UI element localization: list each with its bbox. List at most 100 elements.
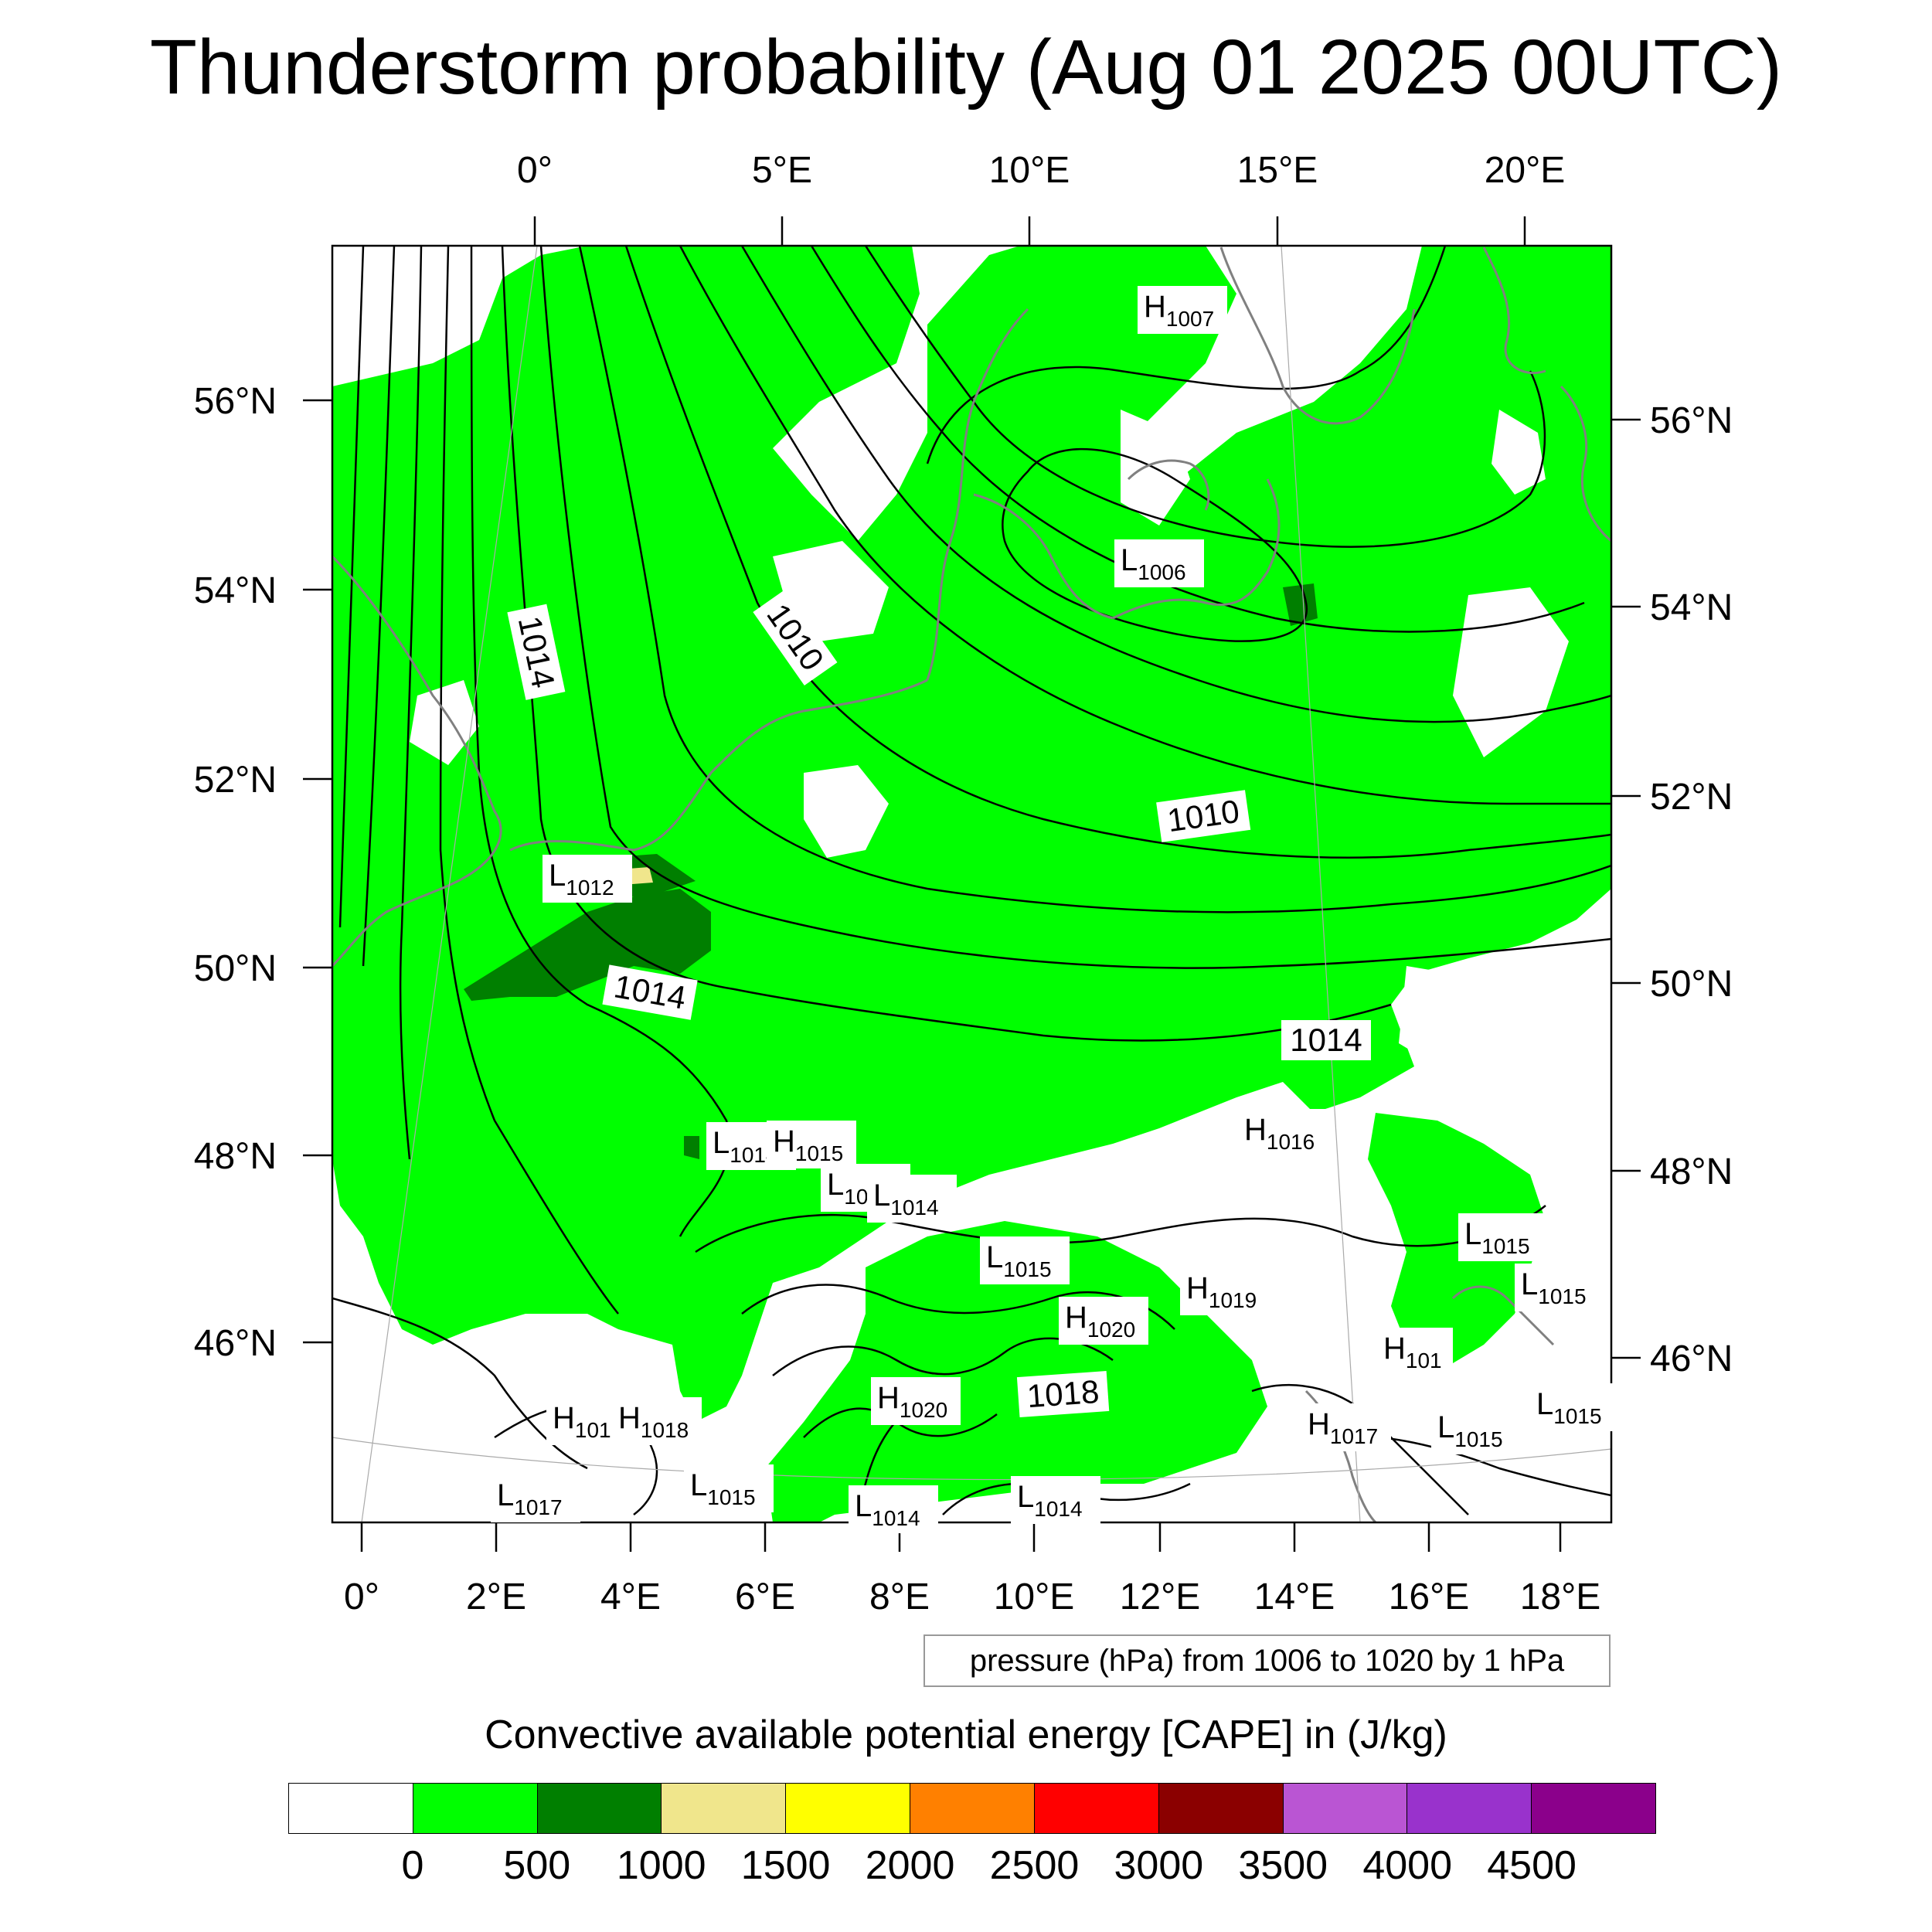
- isobar-label: 1014: [1290, 1022, 1362, 1058]
- svg-text:H101: H101: [553, 1401, 611, 1442]
- svg-text:H1018: H1018: [618, 1401, 689, 1442]
- left-ticks: [303, 399, 332, 1344]
- bottom-lon-label: 10°E: [994, 1577, 1075, 1617]
- pressure-center-value: 1020: [900, 1398, 947, 1422]
- right-lat-label: 54°N: [1650, 587, 1733, 628]
- right-lat-label: 48°N: [1650, 1151, 1733, 1192]
- cape-field-main: [332, 246, 1611, 1422]
- colorbar-swatch: [289, 1784, 413, 1833]
- pressure-center-type: L: [1121, 543, 1138, 577]
- colorbar-labels: 0 500 1000 1500 2000 2500 3000 3500 4000 4500: [0, 1842, 1932, 1896]
- bottom-lon-label: 8°E: [869, 1577, 930, 1617]
- pressure-center-type: H: [1186, 1271, 1209, 1305]
- colorbar-swatch: [910, 1784, 1035, 1833]
- svg-text:L1015: L1015: [986, 1240, 1052, 1281]
- high-pressure-center: H1007: [1138, 286, 1227, 334]
- low-pressure-center: L1014: [867, 1175, 957, 1223]
- pressure-center-type: L: [1521, 1267, 1538, 1301]
- svg-text:L1015: L1015: [1536, 1387, 1602, 1428]
- pressure-center-value: 1019: [1209, 1288, 1257, 1312]
- top-ticks: [533, 216, 1526, 246]
- left-lat-label: 48°N: [194, 1136, 277, 1177]
- pressure-center-value: 1014: [1034, 1497, 1082, 1521]
- bottom-ticks: [360, 1522, 1562, 1552]
- colorbar-tick-label: 1000: [616, 1843, 706, 1888]
- left-lat-label: 54°N: [194, 570, 277, 611]
- pressure-center-value: 1012: [566, 876, 614, 900]
- low-pressure-center: L1015: [1431, 1406, 1521, 1454]
- right-ticks: [1611, 418, 1641, 1359]
- bottom-lon-label: 18°E: [1520, 1577, 1601, 1617]
- bottom-lon-label: 14°E: [1254, 1577, 1335, 1617]
- colorbar-swatch: [1034, 1784, 1159, 1833]
- pressure-center-value: 1014: [890, 1196, 938, 1219]
- right-lat-label: 56°N: [1650, 400, 1733, 441]
- top-lon-label: 0°: [517, 150, 553, 191]
- svg-text:L1017: L1017: [497, 1478, 563, 1519]
- left-lat-label: 50°N: [194, 948, 277, 989]
- pressure-center-value: 1015: [707, 1485, 755, 1509]
- svg-text:H1020: H1020: [877, 1381, 947, 1422]
- top-lon-label: 10°E: [989, 150, 1070, 191]
- pressure-center-type: L: [855, 1489, 872, 1523]
- pressure-center-value: 1006: [1138, 560, 1185, 584]
- colorbar-swatch: [413, 1784, 538, 1833]
- low-pressure-center: L1017: [491, 1475, 580, 1522]
- pressure-center-type: L: [873, 1179, 890, 1213]
- right-lat-label: 46°N: [1650, 1338, 1733, 1379]
- graticule: [332, 246, 1611, 1522]
- pressure-center-type: L: [986, 1240, 1003, 1274]
- high-pressure-center: H1016: [1238, 1109, 1328, 1157]
- svg-text:L1015: L1015: [1437, 1410, 1503, 1451]
- high-pressure-center: H101: [1377, 1328, 1453, 1376]
- pressure-center-value: 1015: [1538, 1284, 1586, 1308]
- high-pressure-center: H1017: [1301, 1403, 1391, 1451]
- colorbar-tick-label: 0: [401, 1843, 424, 1888]
- high-pressure-center: H101: [546, 1397, 622, 1445]
- bottom-lon-label: 0°: [344, 1577, 379, 1617]
- page-title: Thunderstorm probability (Aug 01 2025 00…: [149, 24, 1783, 111]
- cape-field-east: [1368, 1113, 1546, 1368]
- low-pressure-center: L1014: [849, 1485, 938, 1533]
- colorbar-tick-label: 500: [503, 1843, 571, 1888]
- pressure-center-value: 1016: [1267, 1130, 1315, 1154]
- bottom-lon-label: 16°E: [1389, 1577, 1470, 1617]
- pressure-center-type: H: [1065, 1301, 1087, 1335]
- pressure-center-type: H: [1244, 1113, 1267, 1147]
- colorbar-tick-label: 4000: [1362, 1843, 1453, 1888]
- pressure-center-type: L: [1536, 1387, 1553, 1421]
- pressure-center-value: 101: [1406, 1349, 1442, 1372]
- isobar-label: 1018: [1026, 1373, 1100, 1414]
- high-pressure-center: H1020: [1059, 1297, 1148, 1345]
- low-pressure-center: L1015: [1458, 1213, 1548, 1261]
- pressure-center-type: H: [1308, 1407, 1330, 1441]
- pressure-center-value: 1014: [872, 1506, 920, 1530]
- pressure-center-value: 1015: [1553, 1404, 1601, 1428]
- svg-text:H1007: H1007: [1144, 290, 1214, 331]
- left-lat-label: 52°N: [194, 760, 277, 801]
- pressure-center-type: L: [1017, 1480, 1034, 1514]
- pressure-center-type: H: [618, 1401, 641, 1435]
- svg-text:H1016: H1016: [1244, 1113, 1315, 1154]
- svg-text:L1015: L1015: [1521, 1267, 1587, 1308]
- low-pressure-center: L1006: [1114, 539, 1204, 587]
- pressure-center-type: H: [773, 1124, 795, 1158]
- colorbar-swatch: [786, 1784, 911, 1833]
- pressure-center-value: 1017: [514, 1495, 562, 1519]
- pressure-center-type: H: [1383, 1332, 1406, 1366]
- colorbar-swatch: [1532, 1784, 1655, 1833]
- colorbar-tick-label: 4500: [1487, 1843, 1577, 1888]
- colorbar-tick-label: 3000: [1114, 1843, 1204, 1888]
- pressure-center-type: L: [827, 1168, 844, 1202]
- svg-text:L1014: L1014: [873, 1179, 939, 1219]
- colorbar-swatch: [662, 1784, 787, 1833]
- left-lat-label: 46°N: [194, 1323, 277, 1364]
- pressure-center-type: L: [690, 1468, 707, 1502]
- low-pressure-center: L1015: [1515, 1264, 1604, 1311]
- svg-text:H1020: H1020: [1065, 1301, 1135, 1342]
- bottom-lon-label: 12°E: [1120, 1577, 1201, 1617]
- pressure-center-value: 1015: [1003, 1257, 1051, 1281]
- colorbar-tick-label: 2000: [865, 1843, 955, 1888]
- colorbar-swatch: [1158, 1784, 1284, 1833]
